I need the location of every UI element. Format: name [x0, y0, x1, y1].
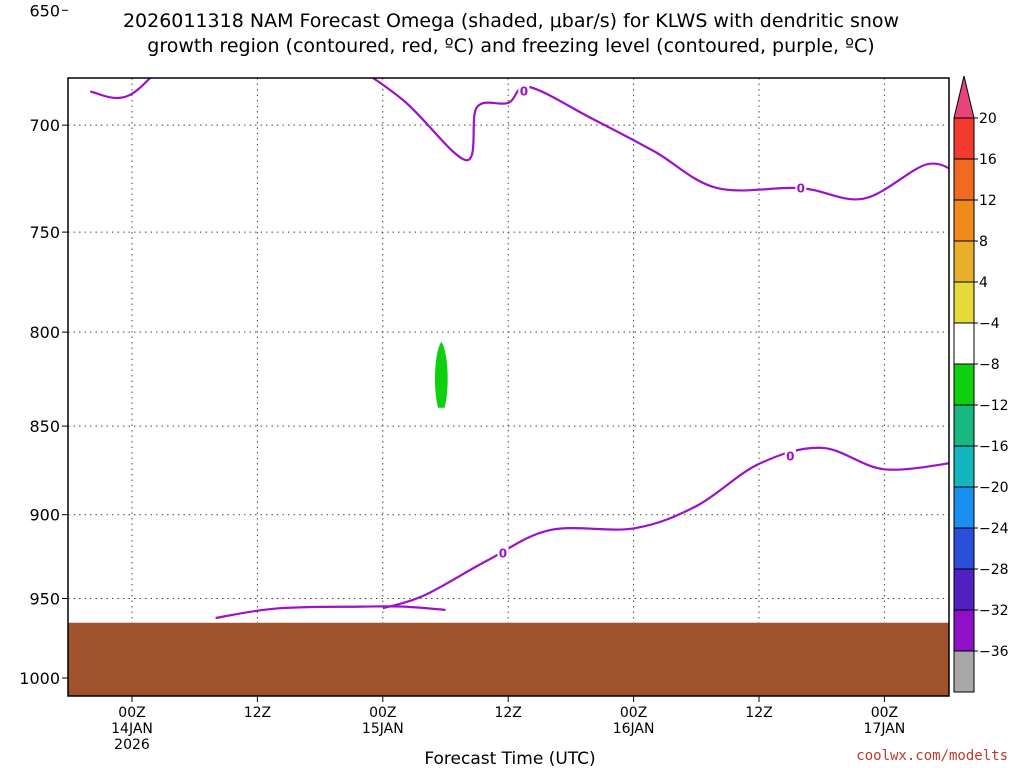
contour-label-zero-upper-2: 0 [520, 84, 528, 98]
x-tick-label-h60-1: 12Z [745, 705, 772, 721]
colorbar-label-4: 8 [979, 234, 988, 250]
omega-blob-7 [434, 341, 448, 408]
colorbar-label-1: 20 [979, 111, 997, 127]
y-tick-label-1000: 1000 [19, 669, 60, 688]
chart-title-line1: 2026011318 NAM Forecast Omega (shaded, μ… [123, 10, 899, 32]
contour-label-bg-zero-lower-1 [497, 545, 509, 560]
colorbar-cap-top [953, 75, 975, 119]
colorbar-bin-13 [953, 609, 975, 652]
colorbar-label-13: −32 [979, 603, 1009, 619]
colorbar-bin-4 [953, 240, 975, 283]
ground-terrain [68, 622, 949, 696]
chart-title-line2: growth region (contoured, red, ºC) and f… [147, 35, 874, 57]
colorbar-label-2: 16 [979, 152, 997, 168]
colorbar-bin-5 [953, 281, 975, 324]
x-tick-label-h0-2: 14JAN [111, 721, 153, 737]
y-tick-label-800: 800 [29, 323, 60, 342]
colorbar-bin-3 [953, 199, 975, 242]
colorbar-bin-11 [953, 527, 975, 570]
y-tick-label-900: 900 [29, 506, 60, 525]
x-tick-label-h48-2: 16JAN [613, 721, 655, 737]
colorbar-bin-7 [953, 363, 975, 406]
x-tick-label-h12-1: 12Z [244, 705, 271, 721]
colorbar-bin-8 [953, 404, 975, 447]
colorbar-bin-9 [953, 445, 975, 488]
plot-area: −18−18−18−12−12−120000025030035040045050… [19, 1, 950, 753]
colorbar-bin-10 [953, 486, 975, 529]
colorbar-bin-1 [953, 117, 975, 160]
y-tick-label-750: 750 [29, 223, 60, 242]
y-tick-label-850: 850 [29, 417, 60, 436]
colorbar-label-10: −20 [979, 480, 1009, 496]
colorbar-label-14: −36 [979, 644, 1009, 660]
colorbar-label-12: −28 [979, 562, 1009, 578]
x-tick-label-h48-1: 00Z [620, 705, 647, 721]
contour-zero-lower [382, 446, 949, 610]
y-tick-label-950: 950 [29, 589, 60, 608]
colorbar-bin-12 [953, 568, 975, 611]
contour-zero-surface [215, 605, 446, 620]
colorbar-bin-6 [953, 322, 975, 365]
contour-label-zero-lower-2: 0 [786, 449, 794, 463]
colorbar-label-6: −4 [979, 316, 1000, 332]
plot-content: −18−18−18−12−12−1200000 [68, 78, 949, 696]
colorbar-label-5: 4 [979, 275, 988, 291]
y-tick-label-650: 650 [29, 1, 60, 20]
contour-label-bg-zero-lower-2 [784, 448, 796, 463]
x-axis-label: Forecast Time (UTC) [424, 749, 595, 768]
colorbar-label-9: −16 [979, 439, 1009, 455]
colorbar-label-11: −24 [979, 521, 1009, 537]
x-tick-label-h0-3: 2026 [114, 737, 150, 753]
x-tick-label-h36-1: 12Z [494, 705, 521, 721]
x-tick-label-h72-2: 17JAN [864, 721, 906, 737]
colorbar-label-8: −12 [979, 398, 1009, 414]
omega-colorbar: 20 16 12 8 4 −4 −8 −12 −16 −20 −24 −28 −32 −36 [953, 75, 1009, 693]
x-tick-label-h24-1: 00Z [369, 705, 396, 721]
x-tick-label-h0-1: 00Z [118, 705, 145, 721]
contour-label-zero-lower-1: 0 [499, 546, 507, 560]
colorbar-bin-2 [953, 158, 975, 201]
colorbar-label-7: −8 [979, 357, 1000, 373]
contour-label-bg-zero-upper-2 [518, 83, 530, 98]
credit-text: coolwx.com/modelts [856, 748, 1008, 764]
contour-label-zero-upper-3: 0 [797, 182, 805, 196]
colorbar-label-3: 12 [979, 193, 997, 209]
x-tick-label-h72-1: 00Z [871, 705, 898, 721]
colorbar-bin-14 [953, 650, 975, 693]
contour-label-bg-zero-upper-3 [795, 181, 807, 196]
y-tick-label-700: 700 [29, 116, 60, 135]
x-tick-label-h24-2: 15JAN [362, 721, 404, 737]
